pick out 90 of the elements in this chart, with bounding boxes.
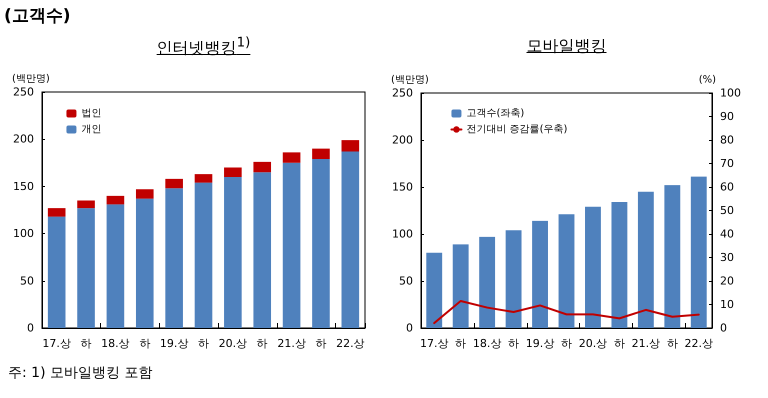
y-tick-label: 150 bbox=[392, 180, 413, 194]
y-tick-label: 100 bbox=[13, 227, 34, 240]
bar bbox=[611, 202, 628, 328]
y2-tick-label: 30 bbox=[720, 251, 734, 264]
x-tick-label: 19.상 bbox=[526, 337, 554, 350]
legend-label: 고객수(좌축) bbox=[466, 108, 524, 119]
bar bbox=[426, 252, 442, 328]
bar bbox=[664, 185, 680, 328]
y-tick-label: 0 bbox=[27, 322, 34, 334]
y-tick-label: 200 bbox=[13, 132, 34, 146]
y-tick-label: 100 bbox=[392, 228, 413, 240]
y-tick-label: 250 bbox=[392, 86, 413, 100]
legend-label: 개인 bbox=[81, 124, 102, 135]
x-tick-label: 18.상 bbox=[472, 337, 502, 350]
chart-title: 인터넷뱅킹$^{1)}$ bbox=[156, 36, 250, 58]
bar bbox=[106, 196, 124, 204]
x-tick-label: 22.상 bbox=[336, 337, 365, 350]
x-tick-label: 하 bbox=[139, 337, 150, 350]
bar bbox=[452, 244, 469, 328]
x-tick-label: 17.상 bbox=[420, 337, 448, 350]
x-tick-label: 21.상 bbox=[632, 337, 660, 350]
x-tick-label: 하 bbox=[508, 337, 520, 350]
bar bbox=[342, 140, 360, 152]
y2-tick-label: 80 bbox=[720, 134, 734, 146]
bar bbox=[253, 162, 272, 172]
bar bbox=[224, 176, 242, 328]
x-tick-label: 하 bbox=[455, 337, 466, 350]
x-tick-label: 하 bbox=[561, 337, 572, 350]
y2-tick-label: 100 bbox=[720, 86, 741, 100]
bar bbox=[585, 206, 601, 328]
bar bbox=[506, 230, 522, 328]
bar bbox=[106, 204, 124, 328]
bar bbox=[165, 178, 183, 188]
y-tick-label: 50 bbox=[399, 274, 413, 288]
y-axis-title: (백만명) bbox=[391, 74, 429, 86]
legend-label: 전기대비 증감률(우축) bbox=[466, 124, 568, 135]
y-tick-label: 0 bbox=[406, 322, 413, 334]
x-tick-label: 하 bbox=[80, 337, 92, 350]
bar bbox=[558, 214, 574, 328]
y2-tick-label: 90 bbox=[720, 110, 734, 123]
y2-axis-title: (%) bbox=[698, 74, 716, 86]
y2-tick-label: 50 bbox=[720, 204, 734, 217]
bar bbox=[77, 200, 95, 208]
y-tick-label: 150 bbox=[13, 180, 34, 193]
x-tick-label: 하 bbox=[614, 337, 625, 350]
bar bbox=[532, 220, 548, 328]
bar bbox=[253, 172, 272, 328]
x-tick-label: 22.상 bbox=[684, 337, 714, 350]
text: 주: 1) 모바일뱅킹 포함 bbox=[8, 364, 152, 382]
y2-tick-label: 0 bbox=[720, 322, 727, 334]
text: (고객수) bbox=[4, 5, 71, 27]
bar bbox=[690, 176, 707, 328]
y2-tick-label: 70 bbox=[720, 157, 734, 170]
bar bbox=[48, 216, 66, 328]
bar bbox=[136, 198, 154, 328]
line-series bbox=[433, 300, 700, 324]
bar bbox=[165, 188, 183, 328]
bar bbox=[312, 148, 330, 160]
x-tick-label: 18.상 bbox=[101, 337, 130, 350]
y-axis-title: (백만명) bbox=[12, 74, 50, 84]
x-tick-label: 하 bbox=[666, 337, 678, 350]
x-tick-label: 하 bbox=[256, 337, 268, 350]
y-tick-label: 250 bbox=[13, 86, 34, 98]
y2-tick-label: 20 bbox=[720, 274, 734, 288]
x-tick-label: 19.상 bbox=[160, 337, 188, 350]
bar bbox=[342, 151, 360, 328]
bar bbox=[136, 189, 154, 199]
bar bbox=[312, 159, 330, 328]
bar bbox=[282, 152, 300, 163]
x-tick-label: 하 bbox=[315, 337, 326, 350]
bar bbox=[194, 182, 212, 328]
bar bbox=[638, 192, 654, 328]
bar bbox=[282, 162, 300, 328]
y2-tick-label: 10 bbox=[720, 298, 734, 311]
bar bbox=[479, 236, 496, 328]
bar bbox=[224, 168, 242, 177]
x-tick-label: 20.상 bbox=[218, 337, 248, 350]
bar bbox=[77, 208, 95, 328]
x-tick-label: 21.상 bbox=[277, 337, 306, 350]
x-tick-label: 20.상 bbox=[578, 337, 608, 350]
y2-tick-label: 60 bbox=[720, 180, 734, 194]
y2-tick-label: 40 bbox=[720, 228, 734, 240]
y-tick-label: 50 bbox=[20, 274, 34, 288]
x-tick-label: 17.상 bbox=[42, 337, 71, 350]
bar bbox=[194, 174, 212, 183]
x-tick-label: 하 bbox=[198, 337, 209, 350]
y-tick-label: 200 bbox=[392, 134, 413, 146]
chart-title: 모바일뱅킹 bbox=[526, 36, 606, 55]
bar bbox=[48, 208, 66, 217]
legend-label: 법인 bbox=[81, 108, 102, 119]
